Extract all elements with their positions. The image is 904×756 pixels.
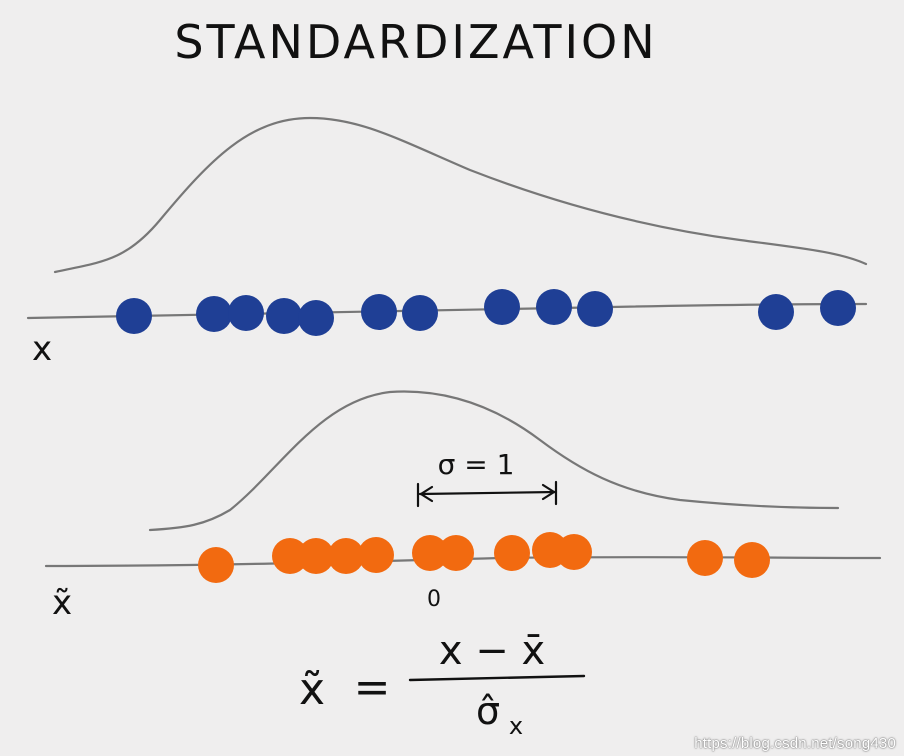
standardized-point: [198, 547, 234, 583]
standardized-point: [298, 538, 334, 574]
standardized-point: [358, 537, 394, 573]
formula-denominator-subscript: x: [509, 712, 523, 740]
raw-point: [298, 300, 334, 336]
standardized-point: [687, 540, 723, 576]
standardized-point: [734, 542, 770, 578]
sigma-span-arrow: [416, 480, 558, 508]
standardized-point: [328, 538, 364, 574]
standardized-data-points: [198, 532, 770, 583]
raw-point: [484, 289, 520, 325]
standardization-formula: x̃ = x − x̄ σ̂ x: [299, 628, 586, 740]
raw-point: [577, 291, 613, 327]
standardized-distribution-curve: [148, 390, 840, 532]
standardized-point: [556, 534, 592, 570]
standardized-point: [272, 538, 308, 574]
formula-equals: =: [354, 662, 391, 713]
raw-point: [116, 298, 152, 334]
raw-point: [758, 294, 794, 330]
raw-axis-label: x: [32, 329, 52, 369]
raw-distribution-curve: [53, 116, 868, 274]
raw-point: [361, 294, 397, 330]
raw-axis-line: [26, 302, 868, 320]
standardized-point: [438, 535, 474, 571]
formula-lhs: x̃: [299, 664, 325, 715]
watermark: https://blog.csdn.net/song430: [694, 735, 896, 752]
raw-point: [536, 289, 572, 325]
standardized-axis-label: x̃: [52, 583, 72, 623]
fraction-bar: [408, 674, 586, 682]
standardized-point: [412, 535, 448, 571]
raw-point: [266, 298, 302, 334]
raw-point: [228, 295, 264, 331]
formula-denominator: σ̂: [476, 689, 500, 733]
zero-label: 0: [427, 587, 441, 612]
raw-point: [196, 296, 232, 332]
standardized-point: [494, 535, 530, 571]
sigma-label: σ = 1: [438, 448, 515, 481]
formula-numerator: x − x̄: [439, 628, 545, 674]
diagram-title: STANDARDIZATION: [174, 15, 657, 69]
raw-point: [402, 295, 438, 331]
raw-data-points: [116, 289, 856, 336]
raw-point: [820, 290, 856, 326]
